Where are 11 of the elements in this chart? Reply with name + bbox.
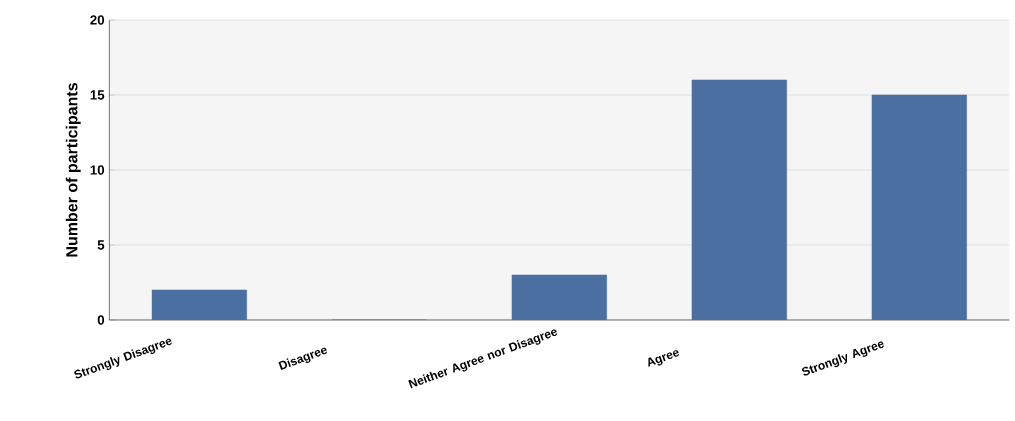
- y-tick-label: 5: [97, 240, 105, 250]
- y-tick-label: 10: [90, 165, 105, 175]
- y-tick-label: 15: [90, 90, 105, 100]
- y-axis-title: Number of participants: [65, 83, 81, 257]
- bar: [511, 274, 607, 320]
- bar: [151, 289, 247, 320]
- x-tick-label: Agree: [648, 350, 680, 367]
- y-tick-label: 0: [97, 315, 105, 325]
- bar: [871, 94, 967, 320]
- y-tick-label: 20: [90, 15, 105, 25]
- bar: [691, 79, 787, 320]
